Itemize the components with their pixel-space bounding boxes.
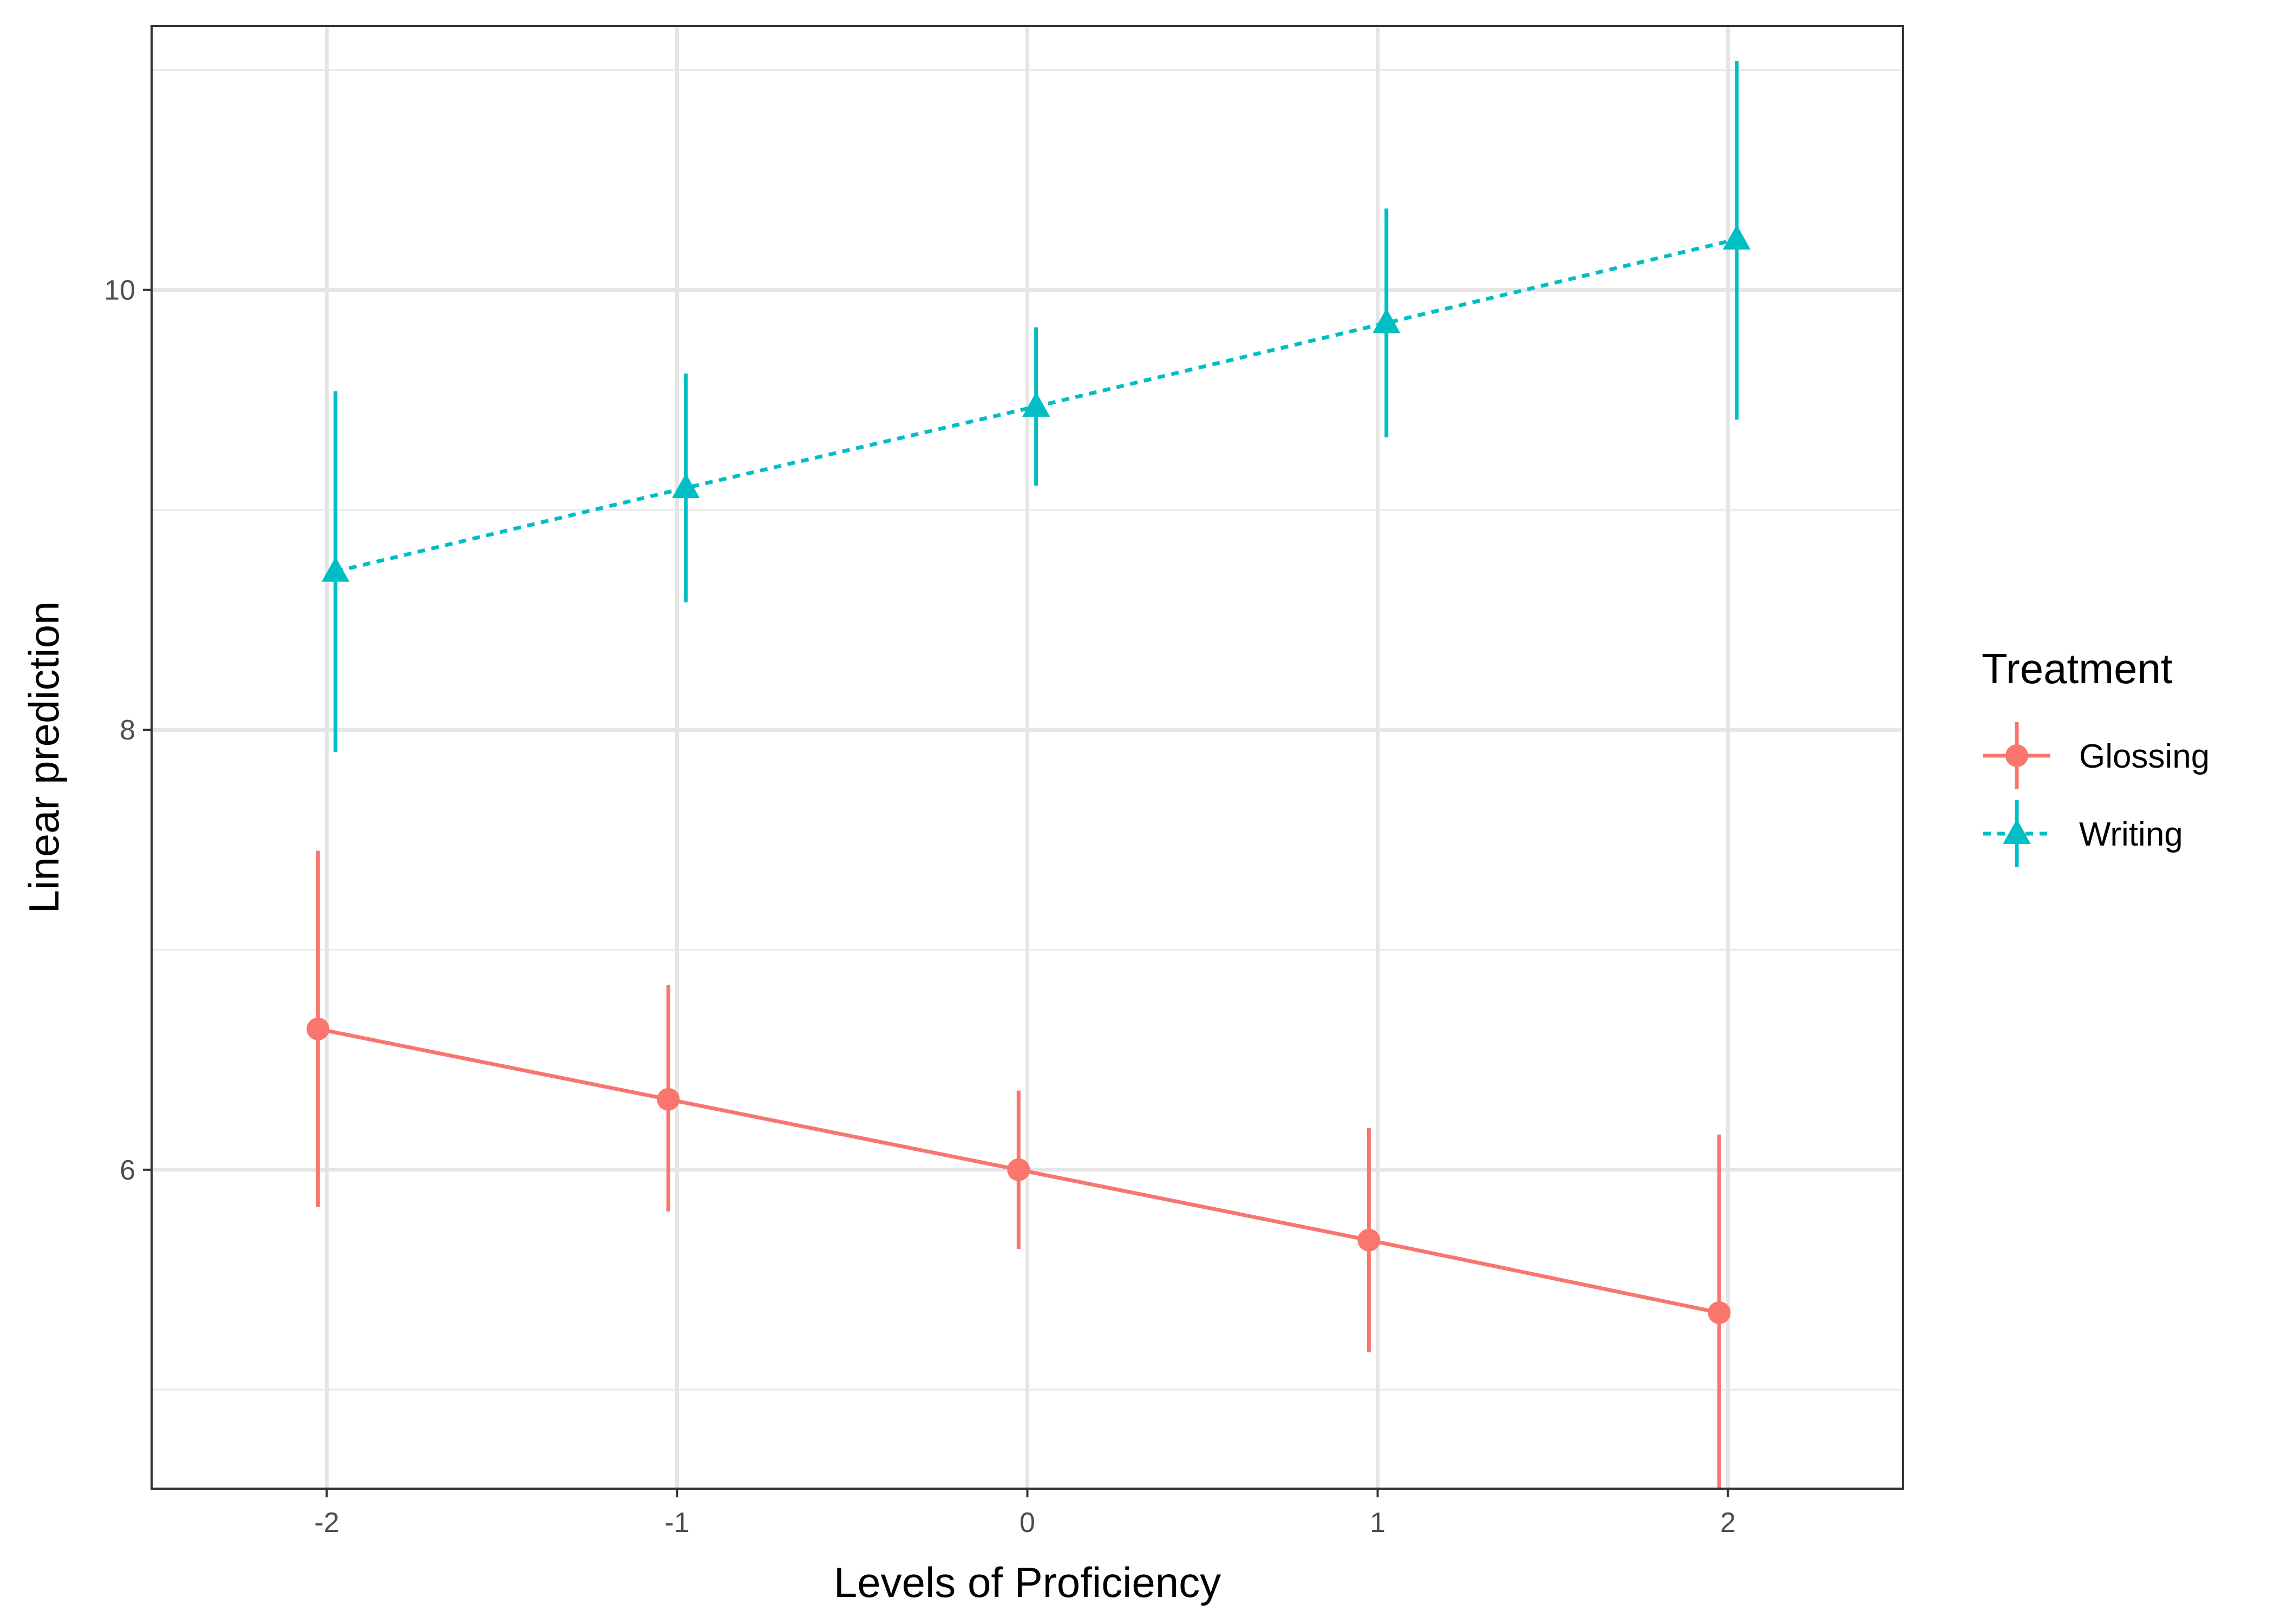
legend-label: Glossing [2079, 738, 2210, 775]
legend-item-writing: Writing [1983, 800, 2183, 867]
data-point [1708, 1301, 1731, 1324]
legend-label: Writing [2079, 816, 2183, 853]
x-tick-label: 1 [1370, 1507, 1386, 1538]
data-point [1022, 391, 1050, 417]
y-tick-label: 6 [120, 1155, 135, 1186]
series-glossing [306, 850, 1731, 1489]
legend-item-glossing: Glossing [1983, 722, 2210, 789]
legend-title: Treatment [1982, 645, 2173, 692]
y-tick-label: 10 [104, 275, 135, 306]
data-point [1007, 1158, 1030, 1181]
data-point [306, 1017, 330, 1040]
x-tick-label: 2 [1720, 1507, 1736, 1538]
x-axis-title: Levels of Proficiency [834, 1558, 1221, 1606]
plot-marks [306, 61, 1751, 1489]
y-tick-label: 8 [120, 715, 135, 746]
series-writing [322, 61, 1751, 752]
data-point [1373, 308, 1401, 333]
legend-key-marker [2005, 744, 2028, 767]
data-point [322, 556, 350, 582]
data-point [657, 1088, 680, 1111]
x-tick-label: 0 [1020, 1507, 1035, 1538]
data-point [1723, 225, 1751, 250]
legend: Treatment Glossing Writing [1982, 645, 2210, 867]
data-point [672, 473, 700, 499]
data-point [1357, 1228, 1381, 1252]
legend-key-marker [2003, 819, 2031, 844]
x-tick-label: -2 [314, 1507, 339, 1538]
x-tick-label: -1 [664, 1507, 689, 1538]
axes: -2 -1 0 1 2 6 8 10 [104, 275, 1736, 1538]
y-axis-title: Linear prediction [20, 601, 68, 914]
